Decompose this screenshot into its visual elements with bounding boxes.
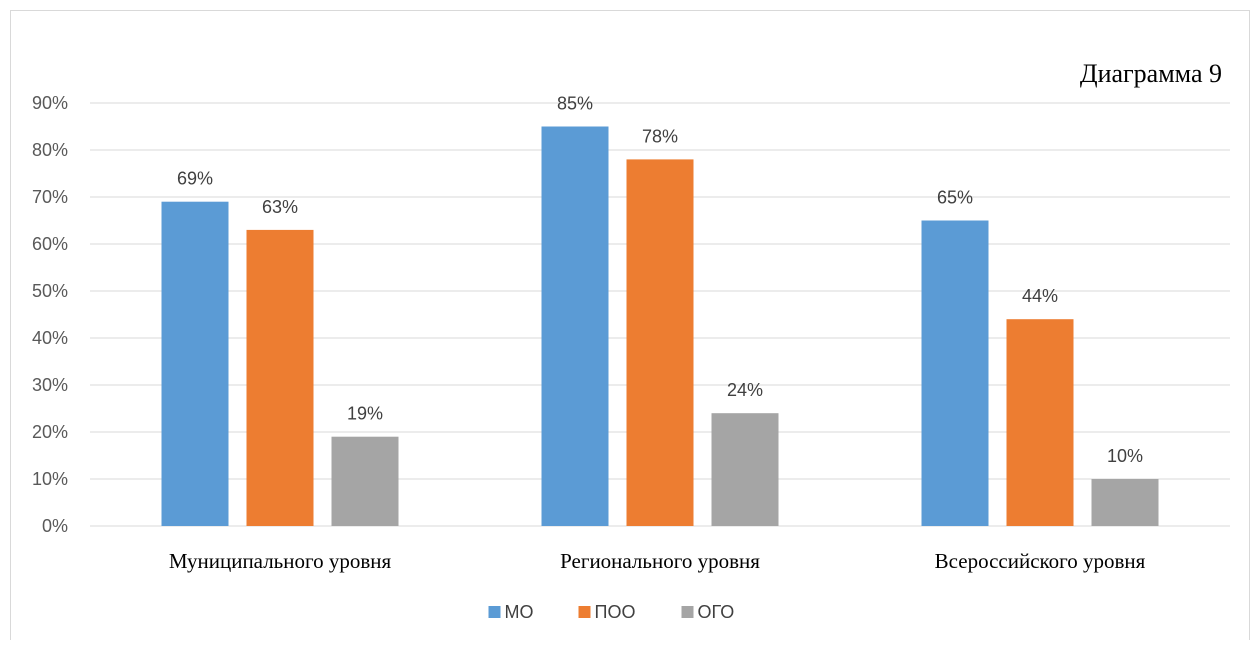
y-tick-label: 70% [32,187,68,207]
y-axis-ticks: 0% 10% 20% 30% 40% 50% 60% 70% 80% 90% [32,93,68,536]
bar [331,436,399,526]
category-label: Регионального уровня [560,549,760,573]
data-label: 44% [1022,286,1058,306]
x-axis-categories: Муниципального уровня Регионального уровн… [169,549,1146,573]
bar [541,126,609,526]
data-label: 19% [347,404,383,424]
y-tick-label: 20% [32,422,68,442]
bar [711,413,779,526]
data-label: 63% [262,197,298,217]
y-tick-label: 90% [32,93,68,113]
legend-label: ПОО [595,602,636,622]
legend-swatch [488,606,501,618]
category-label: Муниципального уровня [169,549,392,573]
legend: МО ПОО ОГО [488,602,735,622]
legend-label: ОГО [698,602,735,622]
legend-swatch [578,606,591,618]
chart-frame [10,10,1250,640]
bar [246,229,314,526]
y-tick-label: 80% [32,140,68,160]
legend-label: МО [505,602,534,622]
category-label: Всероссийского уровня [935,549,1146,573]
bar [626,159,694,526]
data-label: 10% [1107,446,1143,466]
y-tick-label: 30% [32,375,68,395]
data-labels: 69% 63% 19% 85% 78% 24% 65% 44% 10% [177,94,1143,467]
bar [161,201,229,526]
y-tick-label: 60% [32,234,68,254]
legend-swatch [681,606,694,618]
data-label: 78% [642,126,678,146]
bar [1006,319,1074,526]
bar [921,220,989,526]
bars [161,126,1159,526]
data-label: 69% [177,169,213,189]
bar [1091,479,1159,526]
y-tick-label: 50% [32,281,68,301]
y-tick-label: 10% [32,469,68,489]
y-tick-label: 40% [32,328,68,348]
data-label: 85% [557,94,593,114]
chart-title: Диаграмма 9 [1080,59,1222,88]
data-label: 65% [937,188,973,208]
data-label: 24% [727,380,763,400]
y-tick-label: 0% [42,516,68,536]
